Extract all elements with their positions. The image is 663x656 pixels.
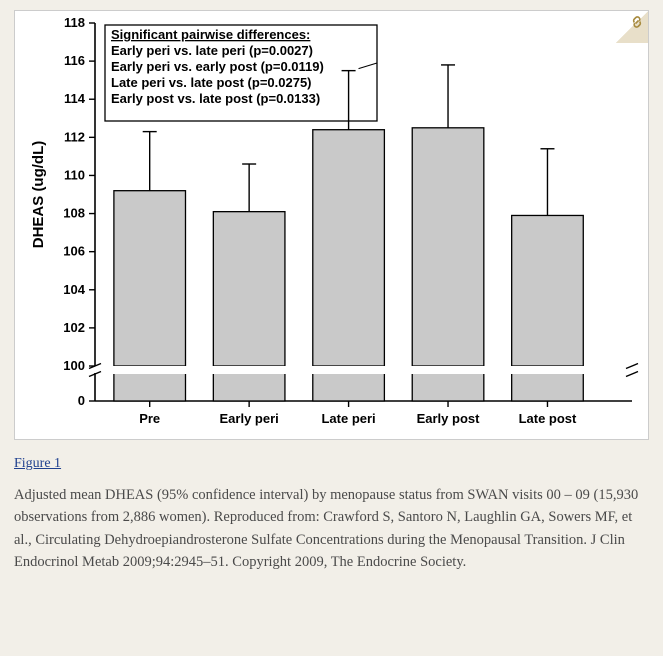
- svg-text:Early post: Early post: [417, 411, 481, 426]
- svg-text:110: 110: [64, 167, 85, 182]
- svg-text:0: 0: [78, 393, 85, 408]
- svg-text:Late peri vs. late post (p=0.0: Late peri vs. late post (p=0.0275): [111, 75, 312, 90]
- svg-text:118: 118: [64, 15, 85, 30]
- svg-text:112: 112: [64, 129, 85, 144]
- svg-text:Significant pairwise differenc: Significant pairwise differences:: [111, 27, 310, 42]
- svg-text:Pre: Pre: [139, 411, 160, 426]
- svg-text:Late peri: Late peri: [321, 411, 375, 426]
- link-icon[interactable]: [616, 11, 648, 43]
- svg-text:DHEAS (ug/dL): DHEAS (ug/dL): [30, 141, 47, 248]
- svg-text:Early post vs. late post (p=0.: Early post vs. late post (p=0.0133): [111, 91, 320, 106]
- svg-text:104: 104: [63, 282, 85, 297]
- svg-text:Early peri vs. late peri (p=0.: Early peri vs. late peri (p=0.0027): [111, 43, 313, 58]
- svg-text:102: 102: [63, 320, 85, 335]
- figure-link[interactable]: Figure 1: [14, 456, 61, 472]
- svg-text:Late post: Late post: [519, 411, 577, 426]
- svg-text:108: 108: [63, 206, 85, 221]
- chart-card: 0 100 102 104 106 108 110 112 114 116 118 DHEAS (ug…: [14, 10, 649, 440]
- dheas-bar-chart: 0 100 102 104 106 108 110 112 114 116 118 DHEAS (ug…: [15, 11, 650, 441]
- svg-text:116: 116: [64, 53, 85, 68]
- figure-caption: Adjusted mean DHEAS (95% confidence inte…: [14, 484, 649, 574]
- svg-text:Early peri: Early peri: [220, 411, 279, 426]
- page-root: 0 100 102 104 106 108 110 112 114 116 118 DHEAS (ug…: [0, 0, 663, 656]
- chain-link-icon: [628, 13, 646, 31]
- svg-text:100: 100: [63, 358, 85, 373]
- svg-text:Early peri vs. early post (p=0: Early peri vs. early post (p=0.0119): [111, 59, 324, 74]
- svg-text:106: 106: [63, 244, 85, 259]
- svg-text:114: 114: [64, 91, 86, 106]
